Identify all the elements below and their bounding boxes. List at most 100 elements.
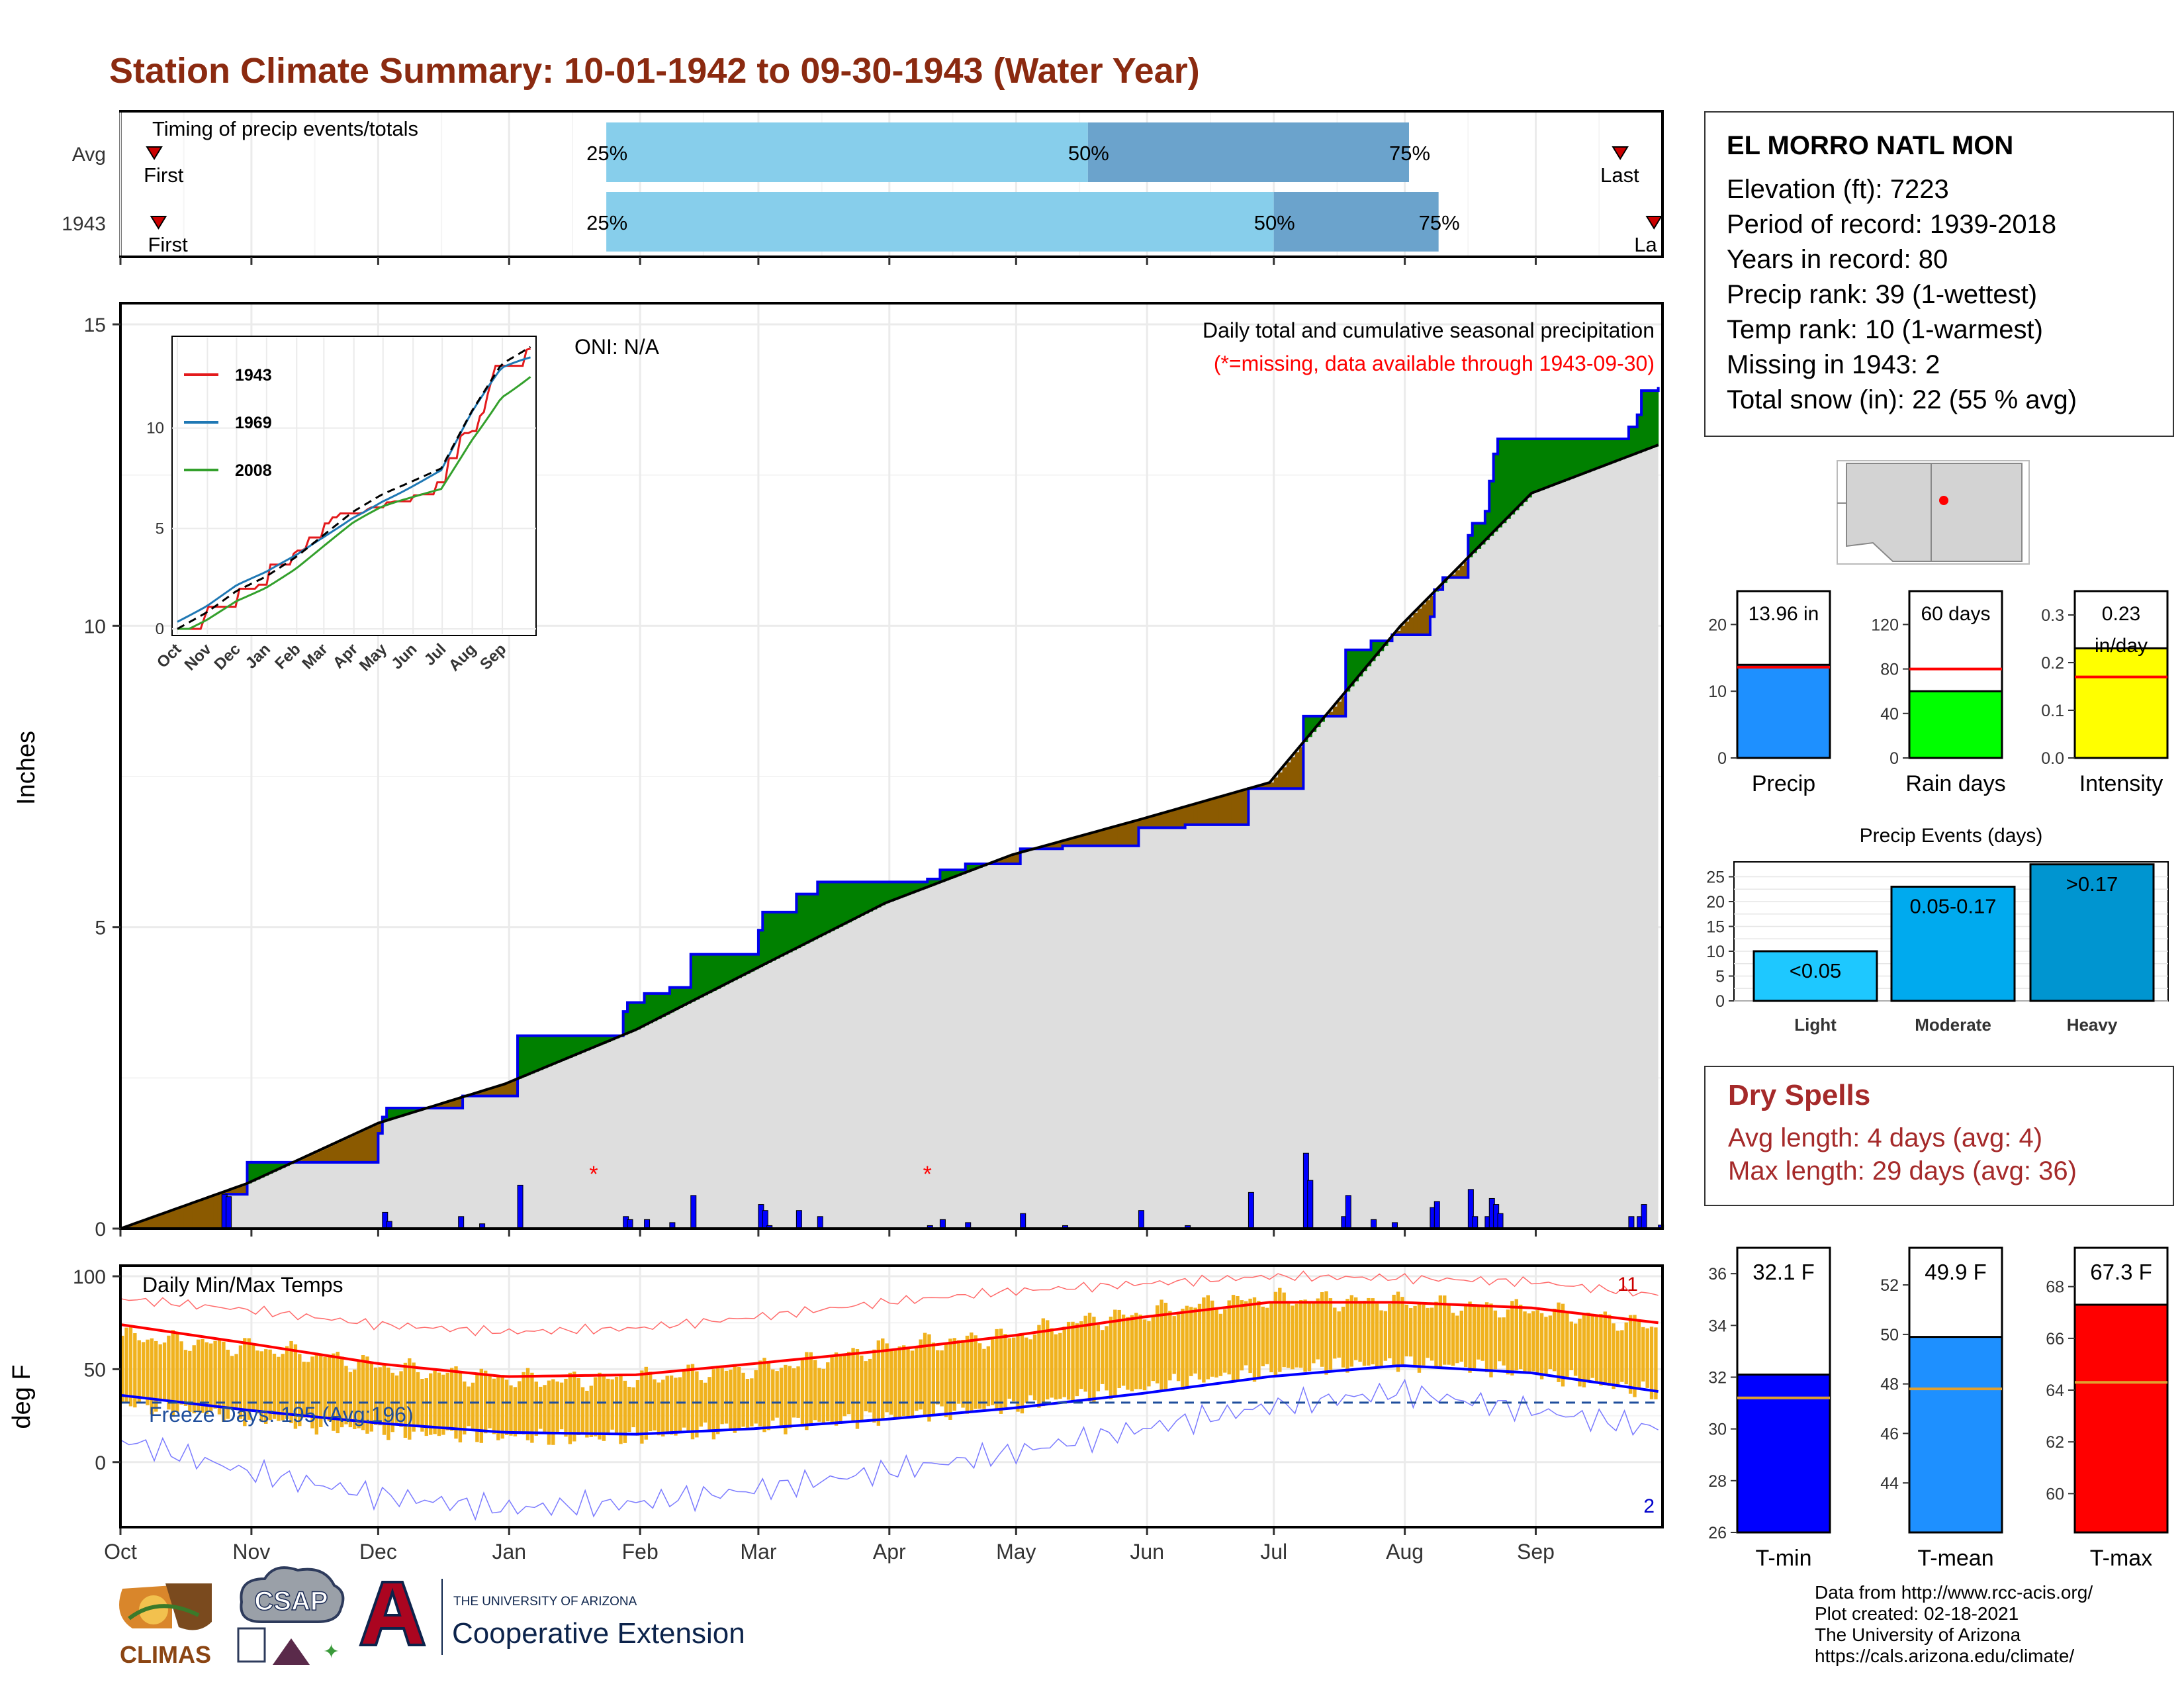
above-average-segment xyxy=(1316,716,1321,727)
daily-temp-range-bar xyxy=(860,1355,864,1423)
station-total-snow: Total snow (in): 22 (55 % avg) xyxy=(1727,385,2077,414)
daily-temp-range-bar xyxy=(956,1340,961,1404)
below-average-segment xyxy=(201,1199,206,1229)
above-average-segment xyxy=(889,882,894,902)
above-average-segment xyxy=(1641,391,1647,451)
above-average-segment xyxy=(602,1035,607,1044)
above-average-segment xyxy=(403,1107,408,1115)
daily-temp-range-bar xyxy=(1337,1311,1341,1358)
below-average-segment xyxy=(1079,836,1085,846)
below-average-segment xyxy=(365,1129,371,1162)
below-average-segment xyxy=(1408,617,1414,635)
daily-temp-range-bar xyxy=(1020,1334,1024,1414)
below-average-segment xyxy=(1291,757,1296,789)
page-title: Station Climate Summary: 10-01-1942 to 0… xyxy=(109,51,1200,91)
daily-temp-range-bar xyxy=(1062,1327,1066,1397)
timing-p25-label: 25% xyxy=(586,211,627,234)
daily-precip-bar xyxy=(1020,1213,1026,1229)
daily-temp-range-bar xyxy=(1506,1309,1510,1375)
above-average-segment xyxy=(906,882,911,896)
below-average-segment xyxy=(344,1139,349,1162)
below-average-segment xyxy=(1134,821,1140,846)
below-average-segment xyxy=(1160,814,1165,828)
below-average-segment xyxy=(445,1102,451,1108)
above-average-segment xyxy=(809,894,814,942)
daily-temp-range-bar xyxy=(1586,1312,1590,1381)
above-average-segment xyxy=(940,870,945,882)
above-average-segment xyxy=(1608,439,1612,465)
below-average-segment xyxy=(488,1089,493,1096)
daily-temp-range-bar xyxy=(1273,1291,1278,1377)
daily-temp-range-bar xyxy=(965,1335,970,1414)
daily-temp-range-bar xyxy=(640,1370,644,1444)
above-average-segment xyxy=(251,1162,256,1182)
daily-temp-range-bar xyxy=(1227,1300,1231,1375)
daily-temp-range-bar xyxy=(598,1372,602,1440)
credit-website: https://cals.arizona.edu/climate/ xyxy=(1815,1646,2075,1666)
precip-legend-line1: Daily total and cumulative seasonal prec… xyxy=(1203,318,1655,342)
daily-temp-range-bar xyxy=(1079,1321,1083,1389)
daily-temp-range-bar xyxy=(150,1338,154,1415)
below-average-segment xyxy=(1417,608,1422,635)
precip-event-bar xyxy=(1890,886,2016,1002)
daily-temp-range-bar xyxy=(961,1340,965,1408)
average-max-temp-line xyxy=(120,1301,1659,1378)
daily-temp-range-bar xyxy=(1468,1301,1472,1373)
inset-legend-label: 1943 xyxy=(235,366,272,385)
precip-legend-line2: (*=missing, data available through 1943-… xyxy=(1214,352,1655,375)
below-average-segment xyxy=(1430,596,1435,617)
precip-y-axis: 0 5 10 15 xyxy=(84,314,120,1241)
summary-bar-name: Rain days xyxy=(1905,771,2005,796)
daily-temp-range-bar xyxy=(1434,1301,1438,1368)
precip-events-chart: Precip Events (days) 0 5 10 15 20 25 <0.05 Light… xyxy=(1706,825,2169,1035)
daily-temp-range-bar xyxy=(188,1350,192,1413)
daily-temp-range-bar xyxy=(1408,1308,1413,1357)
daily-temp-range-bar xyxy=(784,1364,788,1434)
dry-spells-avg-length: Avg length: 4 days (avg: 4) xyxy=(1728,1123,2043,1152)
daily-temp-range-bar xyxy=(483,1370,488,1434)
below-average-segment xyxy=(437,1105,442,1108)
temp-bar-name: T-mean xyxy=(1917,1546,1993,1571)
daily-temp-range-bar xyxy=(1261,1306,1265,1366)
station-name: EL MORRO NATL MON xyxy=(1727,131,2014,160)
daily-temp-range-bar xyxy=(1046,1320,1050,1400)
above-average-segment xyxy=(1354,649,1359,682)
first-event-label: First xyxy=(144,164,184,187)
month-label: Oct xyxy=(104,1540,137,1564)
below-average-segment xyxy=(1269,782,1275,789)
above-average-segment xyxy=(784,912,789,955)
events-y-tick-label: 25 xyxy=(1706,868,1725,887)
above-average-segment xyxy=(277,1162,282,1170)
below-average-segment xyxy=(336,1143,341,1162)
station-period: Period of record: 1939-2018 xyxy=(1727,210,2057,239)
daily-temp-range-bar xyxy=(475,1374,479,1442)
daily-temp-range-bar xyxy=(1594,1317,1599,1383)
daily-precip-bar xyxy=(458,1216,465,1229)
below-average-segment xyxy=(1295,752,1300,789)
daily-temp-range-bar xyxy=(1573,1323,1578,1376)
events-y-tick-label: 5 xyxy=(1715,968,1725,986)
station-location-marker xyxy=(1939,496,1948,505)
summary-y-tick-label: 0.2 xyxy=(2041,654,2064,673)
daily-temp-range-bar xyxy=(1527,1313,1531,1372)
daily-temp-range-bar xyxy=(940,1350,944,1407)
daily-temp-range-bar xyxy=(479,1368,484,1443)
daily-temp-range-bar xyxy=(234,1354,238,1409)
daily-temp-range-bar xyxy=(792,1368,796,1418)
temp-bar-y-tick-label: 48 xyxy=(1880,1376,1899,1394)
summary-bar-name: Intensity xyxy=(2079,771,2163,796)
precip-y-tick-label: 5 xyxy=(95,917,106,939)
below-average-segment xyxy=(319,1150,324,1162)
above-average-segment xyxy=(530,1035,535,1074)
daily-temp-range-bar xyxy=(201,1338,205,1413)
events-y-tick-label: 0 xyxy=(1715,992,1725,1011)
above-average-segment xyxy=(948,870,954,879)
daily-temp-range-bar xyxy=(1400,1297,1404,1367)
above-average-segment xyxy=(543,1035,548,1068)
below-average-segment xyxy=(479,1092,484,1096)
daily-temp-range-bar xyxy=(915,1347,919,1411)
daily-temp-range-bar xyxy=(1324,1291,1328,1375)
above-average-segment xyxy=(915,882,920,892)
above-average-segment xyxy=(1628,426,1633,457)
